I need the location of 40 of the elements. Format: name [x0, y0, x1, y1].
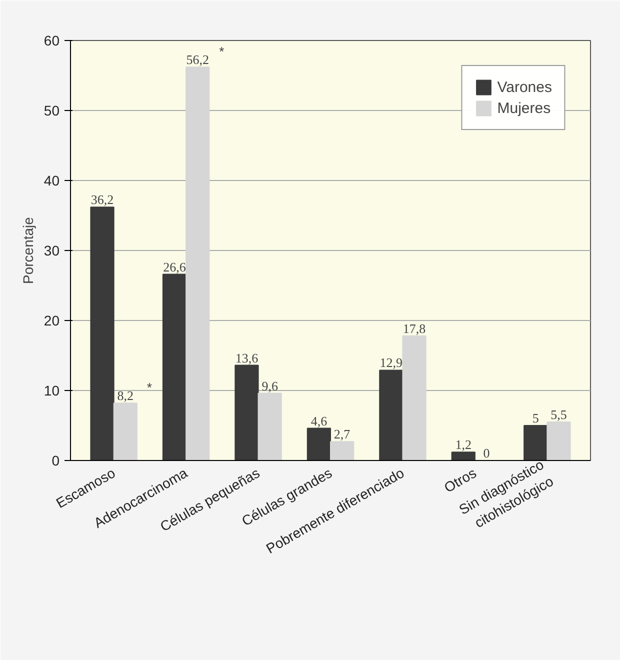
x-tick-label: Otros: [441, 464, 479, 496]
bar: [451, 452, 476, 460]
bar: [258, 392, 282, 460]
legend-label: Mujeres: [497, 100, 551, 116]
data-label: 0: [483, 446, 490, 460]
y-tick-label: 20: [44, 312, 60, 328]
y-tick-label: 0: [52, 452, 60, 468]
y-tick-label: 40: [44, 172, 60, 188]
annotation: *: [146, 380, 152, 396]
data-label: 9,6: [262, 378, 278, 394]
data-label: 5: [532, 410, 539, 426]
y-tick-label: 10: [44, 382, 60, 398]
bar: [402, 335, 426, 460]
data-label: 26,6: [163, 259, 186, 274]
bar: [234, 364, 259, 460]
bar: [162, 274, 187, 460]
bar: [306, 428, 331, 460]
data-label: 12,9: [380, 355, 403, 370]
y-tick-label: 50: [44, 102, 60, 118]
data-label: 1,2: [455, 437, 472, 452]
bar: [379, 370, 404, 460]
data-label: 56,2: [186, 52, 209, 68]
bar: [186, 66, 210, 460]
data-label: 13,6: [235, 350, 259, 366]
bar: [113, 402, 138, 460]
y-tick-label: 60: [44, 32, 60, 48]
data-label: 17,8: [402, 320, 426, 336]
y-tick-label: 30: [44, 242, 60, 258]
bar: [524, 425, 548, 460]
data-label: 2,7: [334, 426, 351, 442]
data-label: 4,6: [310, 413, 328, 428]
legend-label: Varones: [497, 78, 552, 96]
bar: [90, 206, 114, 460]
data-label: 5,5: [550, 407, 567, 422]
data-label: 36,2: [90, 192, 114, 208]
data-label: 8,2: [117, 388, 134, 404]
bar: [546, 422, 571, 460]
y-axis-title: Porcentaje: [20, 216, 36, 284]
annotation: *: [219, 44, 224, 60]
bar: [330, 441, 354, 460]
